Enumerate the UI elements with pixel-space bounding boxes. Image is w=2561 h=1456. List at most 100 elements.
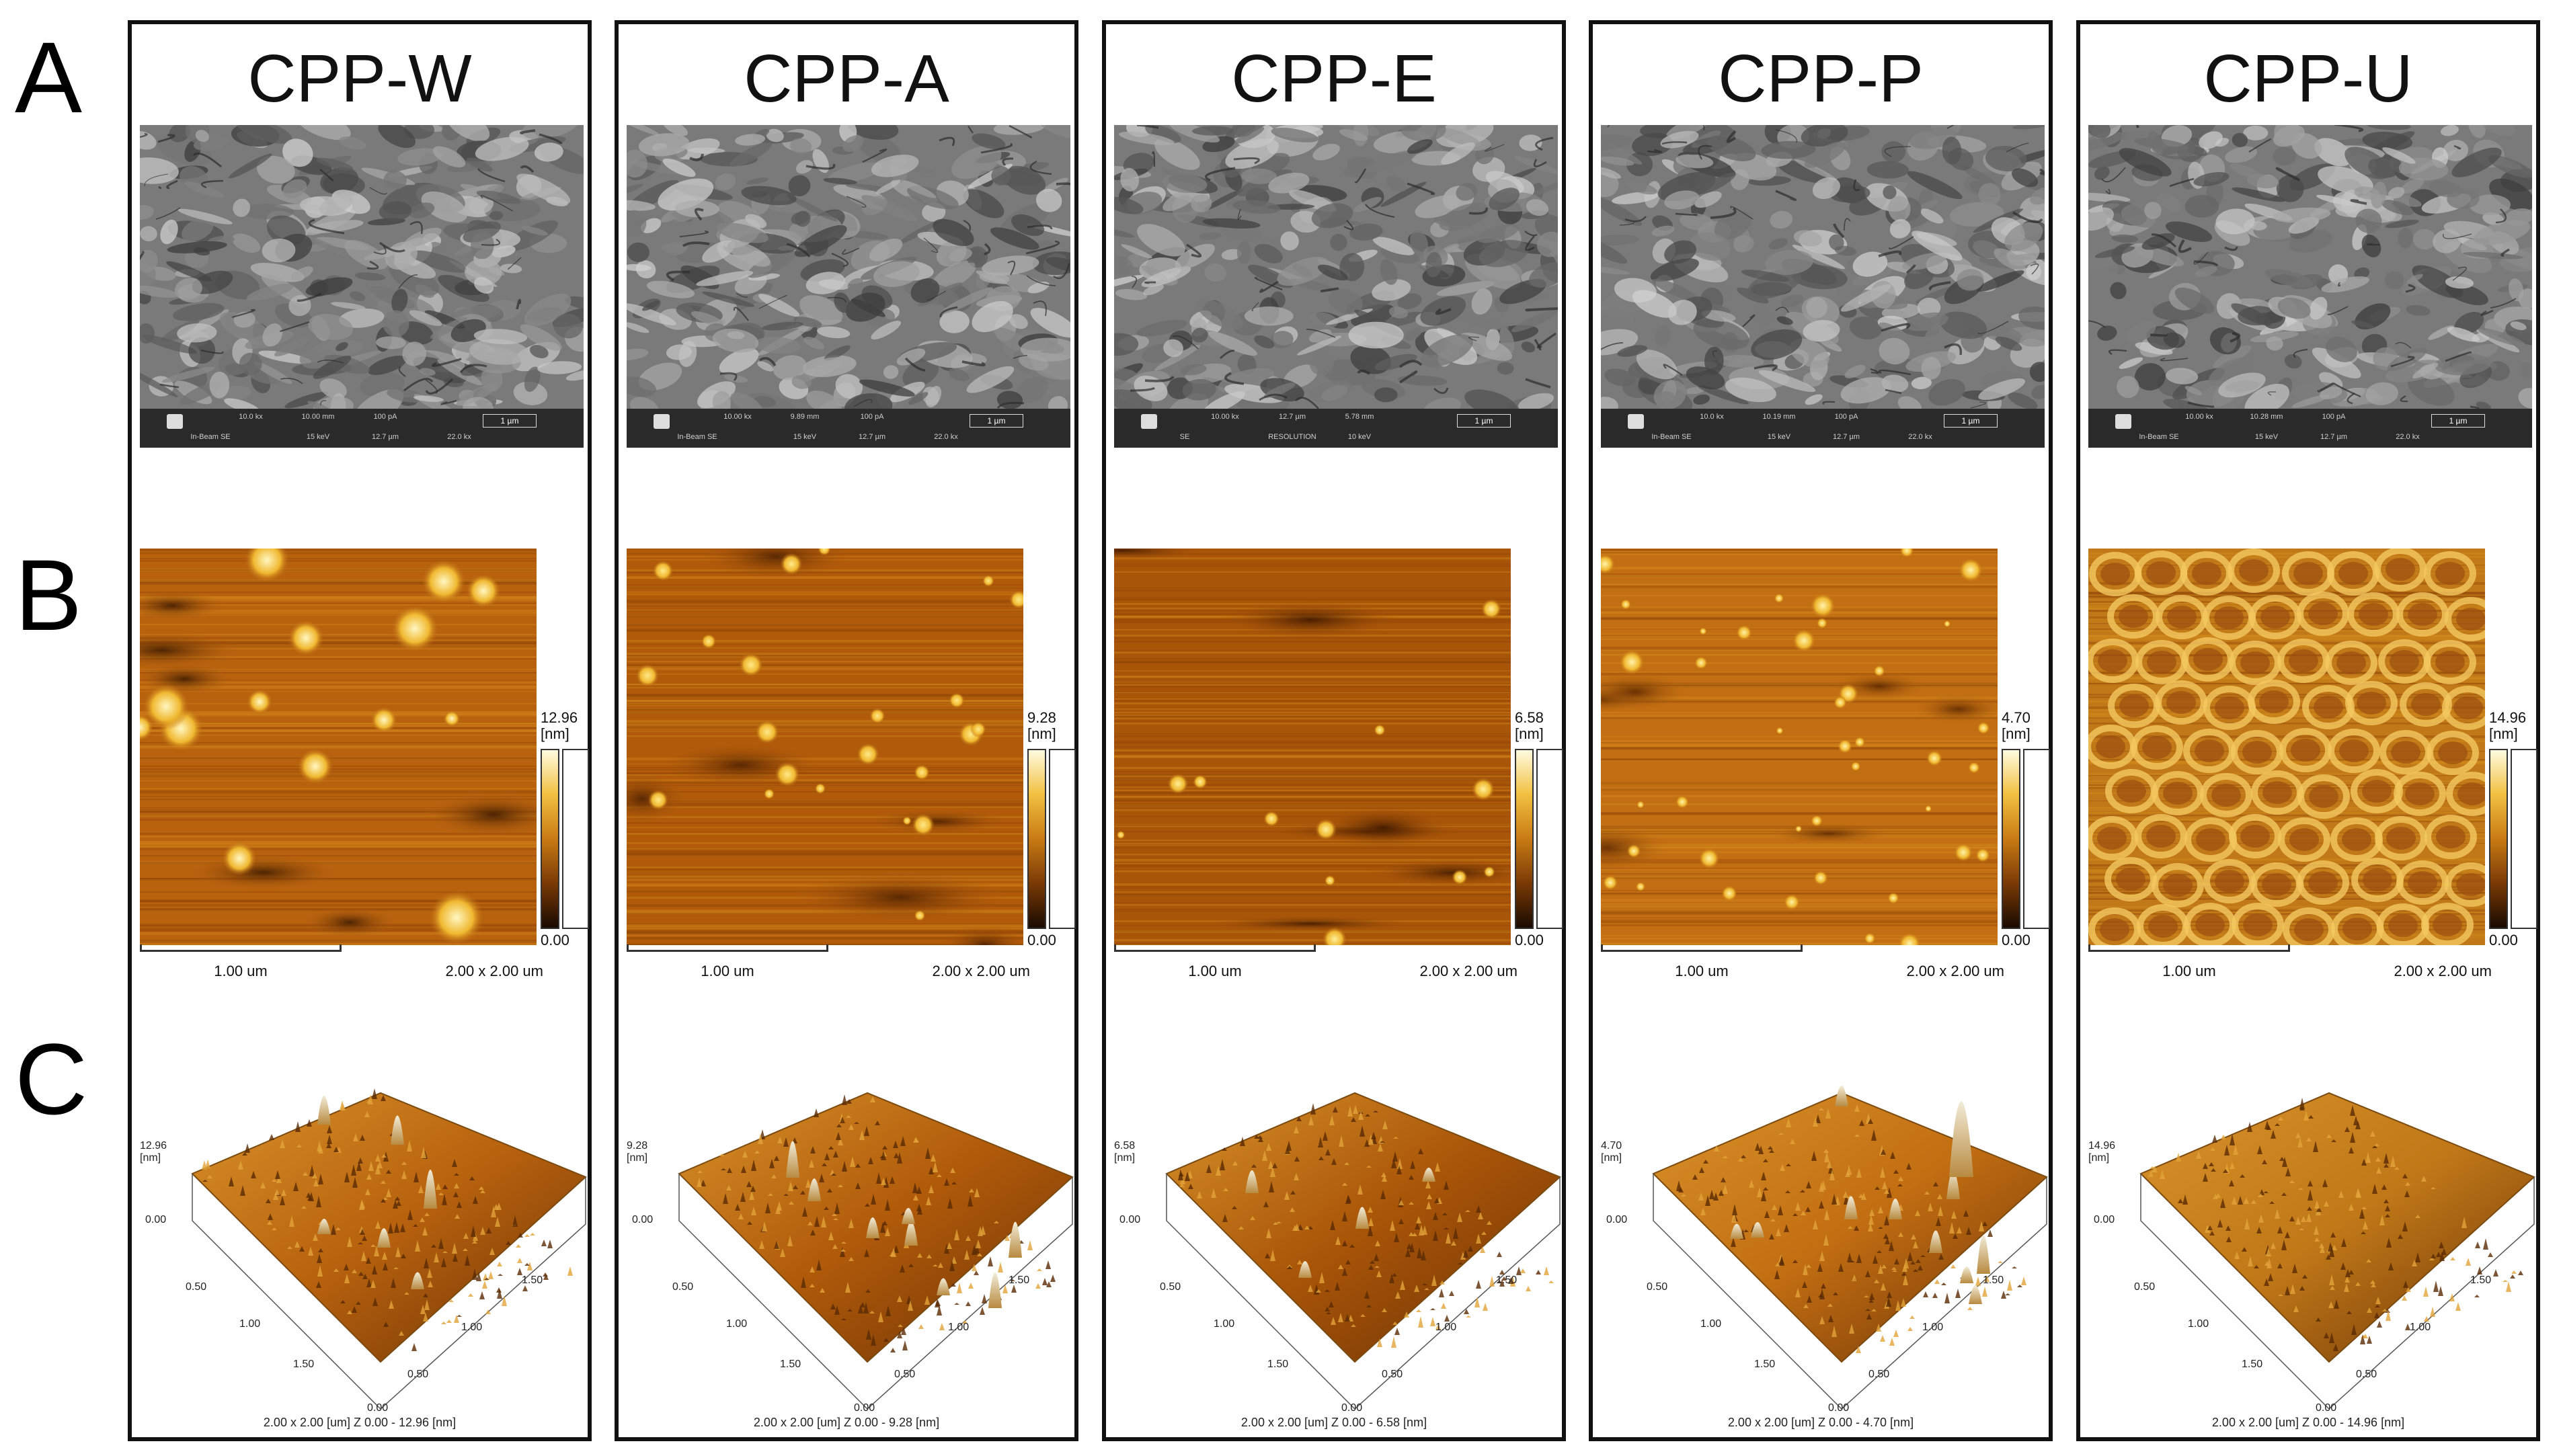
afm-3d-tick: 1.00	[2188, 1318, 2209, 1330]
afm-3d-tick: 1.50	[2242, 1359, 2263, 1370]
colorbar	[1027, 749, 1046, 929]
afm-3d-caption: 2.00 x 2.00 [um] Z 0.00 - 9.28 [nm]	[753, 1416, 940, 1429]
sem-energy: 15 keV	[793, 433, 817, 441]
afm-3d-caption: 2.00 x 2.00 [um] Z 0.00 - 4.70 [nm]	[1727, 1416, 1914, 1429]
sem-detector: In-Beam SE	[2139, 433, 2179, 441]
sem-fov: 10 keV	[1347, 433, 1372, 441]
afm-3d-tick: 0.50	[2356, 1369, 2377, 1380]
afm-3d-surface	[1165, 1092, 1561, 1409]
afm-height-map	[2088, 549, 2485, 945]
afm-3d-caption: 2.00 x 2.00 [um] Z 0.00 - 6.58 [nm]	[1240, 1416, 1427, 1429]
sem-wd: 9.89 mm	[790, 413, 820, 421]
sem-bc: 100 pA	[2322, 413, 2346, 421]
afm-3d-surface	[678, 1092, 1074, 1409]
afm-scale-label: 1.00 um	[1675, 963, 1729, 979]
afm-3d-tick: 1.00	[1700, 1318, 1722, 1330]
sem-panel: 10.00 kx 9.89 mm 100 pA 1 µm In-Beam SE …	[627, 125, 1070, 448]
afm-3d-tick: 0.50	[407, 1369, 429, 1380]
sample-title: CPP-P	[1718, 41, 1924, 116]
colorbar	[1515, 749, 1534, 929]
afm-height-map	[627, 549, 1023, 945]
afm-3d-tick: 1.50	[522, 1275, 543, 1286]
sem-mag: 22.0 kx	[447, 433, 471, 441]
sem-panel: 10.0 kx 10.00 mm 100 pA 1 µm In-Beam SE …	[140, 125, 584, 448]
sem-scale-bar: 1 µm	[2431, 414, 2485, 428]
afm-scale-bar	[1114, 944, 1316, 952]
sem-detector: SE	[1179, 433, 1190, 441]
sem-print-mag: 10.00 kx	[1211, 413, 1239, 421]
sem-print-mag: 10.0 kx	[1700, 413, 1724, 421]
afm-scale-label: 1.00 um	[1188, 963, 1242, 979]
sem-print-mag: 10.00 kx	[723, 413, 752, 421]
afm-3d-tick: 0.50	[672, 1281, 694, 1293]
afm-3d-surface	[2139, 1092, 2535, 1409]
height-histogram	[2023, 749, 2050, 929]
afm-3d-tick: 1.50	[1267, 1359, 1289, 1370]
afm-3d-tick: 1.00	[239, 1318, 261, 1330]
afm-3d-tick: 0.50	[1647, 1281, 1668, 1293]
sem-detector: In-Beam SE	[677, 433, 717, 441]
afm-3d-tick: 1.00	[461, 1322, 483, 1333]
sample-title: CPP-W	[247, 41, 472, 116]
sem-info-bar: 10.00 kx 9.89 mm 100 pA 1 µm In-Beam SE …	[627, 409, 1070, 448]
afm-3d-tick: 0.00	[367, 1402, 389, 1414]
afm-3d-tick: 1.50	[1009, 1275, 1030, 1286]
sem-fov: 12.7 µm	[1833, 433, 1860, 441]
afm-scale-label: 1.00 um	[2162, 963, 2216, 979]
sem-mag: 22.0 kx	[934, 433, 958, 441]
sem-scale-bar: 1 µm	[1457, 414, 1511, 428]
sample-column-3: CPP-E 10.00 kx 12.7 µm 5.78 mm 1 µm SE R…	[1102, 20, 1566, 1441]
afm-3d-zmax: 9.28 [nm]	[627, 1140, 648, 1164]
afm-3d-tick: 1.00	[2410, 1322, 2431, 1333]
sample-column-2: CPP-A 10.00 kx 9.89 mm 100 pA 1 µm In-Be…	[615, 20, 1078, 1441]
afm-scan-size: 2.00 x 2.00 um	[2394, 963, 2492, 979]
afm-scale-bar	[1601, 944, 1803, 952]
afm-3d-tick: 1.50	[2470, 1275, 2492, 1286]
afm-3d-tick: 0.50	[2134, 1281, 2156, 1293]
sem-wd: 12.7 µm	[1279, 413, 1306, 421]
height-histogram	[2511, 749, 2537, 929]
afm-3d-tick: 1.50	[293, 1359, 315, 1370]
afm-scale-bar	[2088, 944, 2290, 952]
row-label-a: A	[15, 21, 83, 134]
afm-3d-tick: 1.00	[1435, 1322, 1457, 1333]
afm-3d-tick: 0.50	[1160, 1281, 1181, 1293]
afm-3d-tick: 1.50	[1496, 1275, 1518, 1286]
instrument-logo-icon	[654, 414, 670, 429]
afm-3d-tick: 1.00	[948, 1322, 970, 1333]
afm-3d-caption: 2.00 x 2.00 [um] Z 0.00 - 14.96 [nm]	[2211, 1416, 2405, 1429]
height-histogram	[1049, 749, 1076, 929]
sem-scale-bar: 1 µm	[1944, 414, 1998, 428]
afm-3d-tick: 0.00	[854, 1402, 875, 1414]
afm-scale-bar	[140, 944, 342, 952]
afm-scan-size: 2.00 x 2.00 um	[445, 963, 543, 979]
colorbar-min: 0.00	[1027, 932, 1056, 948]
sem-info-bar: 10.0 kx 10.19 mm 100 pA 1 µm In-Beam SE …	[1601, 409, 2045, 448]
afm-height-map	[140, 549, 537, 945]
colorbar-min: 0.00	[2489, 932, 2518, 948]
colorbar-min: 0.00	[2002, 932, 2031, 948]
sem-print-mag: 10.0 kx	[239, 413, 263, 421]
sem-fov: 12.7 µm	[372, 433, 399, 441]
row-label-c: C	[15, 1022, 88, 1135]
colorbar-max: 9.28 [nm]	[1027, 709, 1056, 742]
sem-micrograph	[627, 125, 1070, 409]
sem-micrograph	[2088, 125, 2532, 409]
sem-panel: 10.00 kx 12.7 µm 5.78 mm 1 µm SE RESOLUT…	[1114, 125, 1558, 448]
afm-3d-tick: 0.00	[1341, 1402, 1363, 1414]
colorbar	[541, 749, 559, 929]
afm-3d-zmax: 14.96 [nm]	[2088, 1140, 2116, 1164]
afm-scale-bar	[627, 944, 828, 952]
colorbar-max: 12.96 [nm]	[541, 709, 578, 742]
afm-3d-zmin: 0.00	[632, 1214, 654, 1225]
sem-bc: 100 pA	[1834, 413, 1858, 421]
colorbar-min: 0.00	[1515, 932, 1544, 948]
afm-3d-tick: 1.50	[780, 1359, 801, 1370]
instrument-logo-icon	[1141, 414, 1157, 429]
afm-3d-tick: 1.50	[1983, 1275, 2004, 1286]
sample-title: CPP-E	[1231, 41, 1437, 116]
row-label-b: B	[15, 538, 83, 651]
afm-3d-tick: 1.00	[1214, 1318, 1235, 1330]
colorbar-max: 6.58 [nm]	[1515, 709, 1544, 742]
sem-fov: 12.7 µm	[859, 433, 885, 441]
